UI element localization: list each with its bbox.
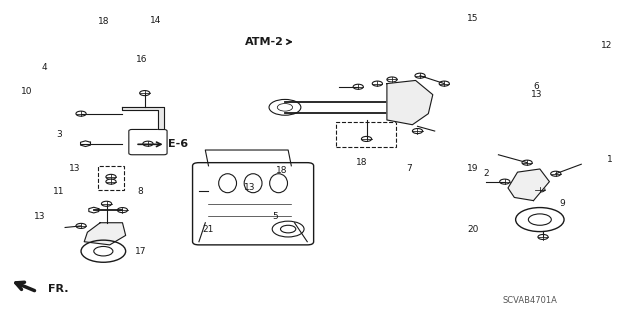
Circle shape: [387, 77, 397, 82]
Text: 19: 19: [467, 165, 479, 174]
Circle shape: [522, 160, 532, 165]
Circle shape: [415, 73, 425, 78]
Text: FR.: FR.: [48, 284, 68, 294]
Circle shape: [117, 208, 127, 213]
Text: ATM-2: ATM-2: [245, 37, 291, 47]
Text: 4: 4: [42, 63, 47, 72]
Text: 11: 11: [53, 187, 65, 196]
Circle shape: [101, 201, 111, 206]
Circle shape: [106, 179, 116, 184]
Polygon shape: [508, 169, 549, 201]
Text: 13: 13: [69, 165, 81, 174]
Text: 1: 1: [607, 155, 613, 164]
Circle shape: [106, 174, 116, 179]
Circle shape: [362, 137, 372, 141]
Text: E-6: E-6: [138, 139, 188, 149]
Text: 2: 2: [483, 169, 488, 178]
Circle shape: [535, 187, 545, 192]
Polygon shape: [84, 223, 125, 245]
Text: 6: 6: [534, 82, 540, 91]
Circle shape: [372, 81, 383, 86]
Text: 7: 7: [406, 165, 412, 174]
Text: 14: 14: [150, 17, 161, 26]
Circle shape: [76, 223, 86, 228]
Text: 20: 20: [467, 225, 479, 234]
Text: 13: 13: [244, 183, 255, 192]
Text: 18: 18: [276, 166, 287, 175]
Text: 18: 18: [97, 18, 109, 26]
Text: 12: 12: [601, 41, 612, 50]
Circle shape: [140, 91, 150, 96]
Text: 13: 13: [531, 90, 543, 99]
Circle shape: [500, 179, 510, 184]
Circle shape: [353, 84, 364, 89]
Text: 9: 9: [559, 199, 565, 208]
Text: 15: 15: [467, 14, 479, 23]
Text: 8: 8: [138, 187, 143, 196]
Text: 18: 18: [356, 158, 367, 167]
Circle shape: [143, 141, 153, 146]
Text: 21: 21: [203, 225, 214, 234]
Circle shape: [439, 81, 449, 86]
Text: SCVAB4701A: SCVAB4701A: [503, 296, 557, 305]
Polygon shape: [122, 107, 164, 130]
Circle shape: [550, 171, 561, 176]
Bar: [99, 166, 124, 189]
Text: 3: 3: [56, 130, 61, 139]
Text: 5: 5: [273, 212, 278, 221]
Circle shape: [538, 234, 548, 240]
Text: 16: 16: [136, 56, 147, 64]
Bar: [336, 122, 396, 147]
Circle shape: [412, 129, 422, 134]
Text: 17: 17: [134, 247, 146, 256]
Text: 13: 13: [34, 212, 45, 221]
Text: 10: 10: [21, 87, 33, 96]
Polygon shape: [387, 80, 433, 125]
Circle shape: [76, 111, 86, 116]
